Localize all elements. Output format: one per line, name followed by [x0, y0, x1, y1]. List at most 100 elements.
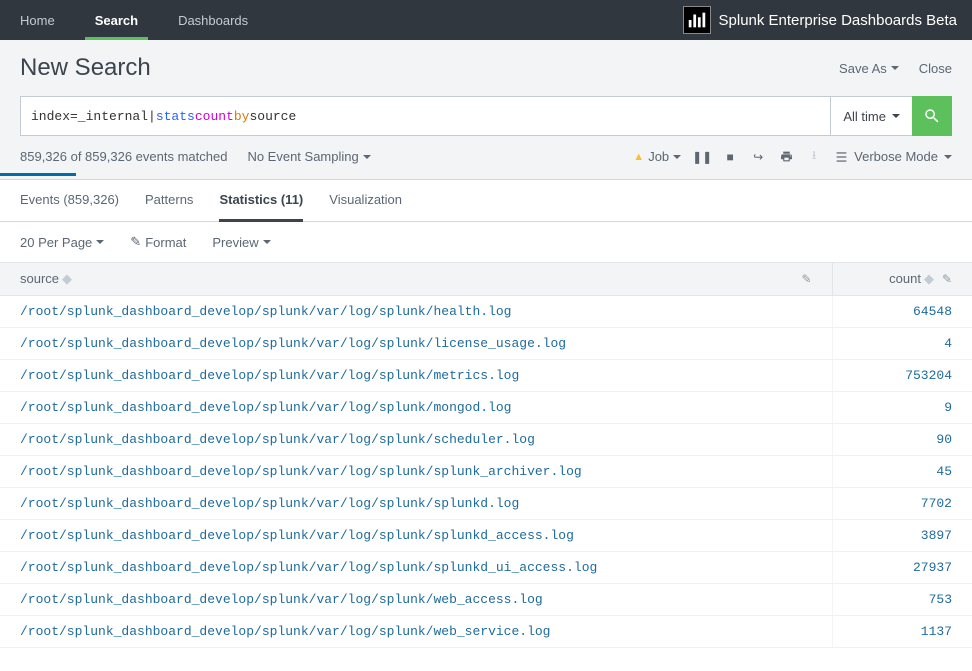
- q-by: by: [234, 109, 250, 124]
- caret-down-icon: [263, 240, 271, 244]
- format-button[interactable]: ✎ Format: [130, 234, 186, 250]
- status-row: 859,326 of 859,326 events matched No Eve…: [20, 146, 952, 167]
- share-icon[interactable]: ↪: [751, 150, 765, 164]
- table-row: /root/splunk_dashboard_develop/splunk/va…: [0, 584, 972, 616]
- cell-source[interactable]: /root/splunk_dashboard_develop/splunk/va…: [0, 296, 832, 328]
- cell-source[interactable]: /root/splunk_dashboard_develop/splunk/va…: [0, 488, 832, 520]
- sampling-label: No Event Sampling: [247, 149, 358, 164]
- status-left: 859,326 of 859,326 events matched No Eve…: [20, 149, 371, 164]
- page-header: New Search Save As Close index=_internal…: [0, 40, 972, 180]
- tab-statistics[interactable]: Statistics (11): [219, 180, 303, 222]
- sort-icon: ◆: [62, 271, 72, 286]
- save-as-label: Save As: [839, 61, 887, 76]
- cell-count[interactable]: 1137: [832, 616, 972, 648]
- warning-icon: ▲: [633, 151, 644, 163]
- table-controls: 20 Per Page ✎ Format Preview: [0, 222, 972, 262]
- tab-row: Events (859,326) Patterns Statistics (11…: [0, 180, 972, 222]
- events-matched: 859,326 of 859,326 events matched: [20, 149, 227, 164]
- tab-patterns[interactable]: Patterns: [145, 180, 193, 221]
- top-nav: Home Search Dashboards Splunk Enterprise…: [0, 0, 972, 40]
- job-button[interactable]: ▲ Job: [633, 149, 681, 164]
- nav-items: Home Search Dashboards: [0, 0, 268, 40]
- col-count-label: count: [889, 271, 921, 286]
- preview-label: Preview: [212, 235, 258, 250]
- cell-count[interactable]: 64548: [832, 296, 972, 328]
- search-input[interactable]: index=_internal| stats count by source: [20, 96, 830, 136]
- job-label: Job: [648, 149, 669, 164]
- cell-count[interactable]: 4: [832, 328, 972, 360]
- print-icon[interactable]: [779, 150, 793, 163]
- table-row: /root/splunk_dashboard_develop/splunk/va…: [0, 360, 972, 392]
- table-row: /root/splunk_dashboard_develop/splunk/va…: [0, 424, 972, 456]
- format-label: Format: [145, 235, 186, 250]
- cell-source[interactable]: /root/splunk_dashboard_develop/splunk/va…: [0, 584, 832, 616]
- mode-label: Verbose Mode: [854, 149, 938, 164]
- table-body: /root/splunk_dashboard_develop/splunk/va…: [0, 296, 972, 648]
- caret-down-icon: [892, 114, 900, 118]
- nav-search[interactable]: Search: [75, 0, 158, 40]
- page-title: New Search: [20, 54, 151, 82]
- list-icon: [835, 151, 848, 163]
- sampling-button[interactable]: No Event Sampling: [247, 149, 370, 164]
- cell-count[interactable]: 9: [832, 392, 972, 424]
- caret-down-icon: [96, 240, 104, 244]
- mode-button[interactable]: Verbose Mode: [835, 149, 952, 164]
- search-icon: [923, 107, 941, 125]
- save-as-button[interactable]: Save As: [839, 61, 899, 76]
- table-row: /root/splunk_dashboard_develop/splunk/va…: [0, 392, 972, 424]
- caret-down-icon: [891, 66, 899, 70]
- nav-dashboards[interactable]: Dashboards: [158, 0, 268, 40]
- search-row: index=_internal| stats count by source A…: [20, 96, 952, 136]
- q-source: source: [249, 109, 296, 124]
- title-row: New Search Save As Close: [20, 54, 952, 82]
- preview-button[interactable]: Preview: [212, 235, 270, 250]
- cell-count[interactable]: 753: [832, 584, 972, 616]
- q-count: count: [195, 109, 234, 124]
- stop-icon[interactable]: ■: [723, 150, 737, 164]
- col-source[interactable]: source◆ ✎: [0, 263, 832, 296]
- cell-source[interactable]: /root/splunk_dashboard_develop/splunk/va…: [0, 328, 832, 360]
- table-row: /root/splunk_dashboard_develop/splunk/va…: [0, 456, 972, 488]
- cell-count[interactable]: 7702: [832, 488, 972, 520]
- search-button[interactable]: [912, 96, 952, 136]
- col-count[interactable]: count◆ ✎: [832, 263, 972, 296]
- pencil-icon[interactable]: ✎: [801, 272, 811, 286]
- tab-events[interactable]: Events (859,326): [20, 180, 119, 221]
- download-icon: ⭳: [807, 146, 821, 167]
- brand-icon: [683, 6, 711, 34]
- cell-count[interactable]: 3897: [832, 520, 972, 552]
- cell-source[interactable]: /root/splunk_dashboard_develop/splunk/va…: [0, 616, 832, 648]
- caret-down-icon: [363, 155, 371, 159]
- table-row: /root/splunk_dashboard_develop/splunk/va…: [0, 552, 972, 584]
- cell-count[interactable]: 90: [832, 424, 972, 456]
- table-row: /root/splunk_dashboard_develop/splunk/va…: [0, 488, 972, 520]
- nav-home[interactable]: Home: [0, 0, 75, 40]
- cell-source[interactable]: /root/splunk_dashboard_develop/splunk/va…: [0, 360, 832, 392]
- cell-source[interactable]: /root/splunk_dashboard_develop/splunk/va…: [0, 424, 832, 456]
- caret-down-icon: [944, 155, 952, 159]
- tab-visualization[interactable]: Visualization: [329, 180, 402, 221]
- cell-count[interactable]: 45: [832, 456, 972, 488]
- brand-text: Splunk Enterprise Dashboards Beta: [719, 12, 957, 29]
- table-row: /root/splunk_dashboard_develop/splunk/va…: [0, 328, 972, 360]
- cell-count[interactable]: 753204: [832, 360, 972, 392]
- cell-source[interactable]: /root/splunk_dashboard_develop/splunk/va…: [0, 392, 832, 424]
- pencil-icon: ✎: [130, 234, 141, 250]
- time-picker[interactable]: All time: [830, 96, 912, 136]
- close-button[interactable]: Close: [919, 61, 952, 76]
- per-page-label: 20 Per Page: [20, 235, 92, 250]
- cell-source[interactable]: /root/splunk_dashboard_develop/splunk/va…: [0, 456, 832, 488]
- cell-source[interactable]: /root/splunk_dashboard_develop/splunk/va…: [0, 520, 832, 552]
- sort-icon: ◆: [924, 271, 934, 286]
- per-page-button[interactable]: 20 Per Page: [20, 235, 104, 250]
- q-index: index=_internal|: [31, 109, 156, 124]
- table-row: /root/splunk_dashboard_develop/splunk/va…: [0, 616, 972, 648]
- table-row: /root/splunk_dashboard_develop/splunk/va…: [0, 520, 972, 552]
- pencil-icon[interactable]: ✎: [942, 272, 952, 286]
- cell-source[interactable]: /root/splunk_dashboard_develop/splunk/va…: [0, 552, 832, 584]
- cell-count[interactable]: 27937: [832, 552, 972, 584]
- col-source-label: source: [20, 271, 59, 286]
- caret-down-icon: [673, 155, 681, 159]
- status-right: ▲ Job ❚❚ ■ ↪ ⭳ Verbose Mode: [633, 146, 952, 167]
- pause-icon[interactable]: ❚❚: [695, 150, 709, 164]
